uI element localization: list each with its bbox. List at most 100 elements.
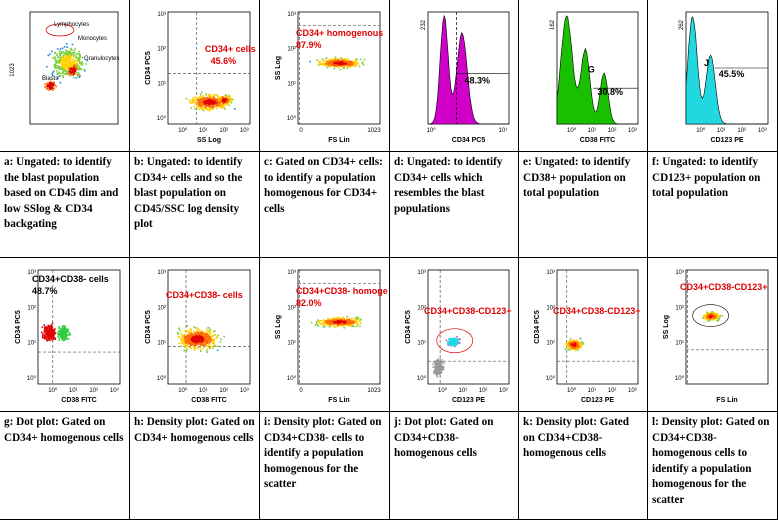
x-tick-label: 10³ (628, 388, 637, 394)
caption-i: i: Density plot: Gated on CD34+CD38- cel… (260, 412, 390, 520)
caption-text: Density plot: Gated on CD34+CD38- homoge… (652, 416, 770, 506)
panel-l: SS Log FS Lin 10³ 10² 10¹ 10⁰ CD34+CD38-CD123+ (648, 258, 778, 412)
y-tick-label: 10⁰ (157, 115, 167, 122)
caption-text: Ungated: to identify CD34+ cells which r… (394, 156, 503, 215)
y-axis-label: CD34 PC5 (534, 310, 541, 344)
panel-h-plot: CD34 PC5 CD38 FITC 10³ 10² 10¹ 10⁰ 10⁰ 10¹ 10² 10… (145, 269, 251, 404)
y-tick-label: 10¹ (287, 341, 296, 347)
caption-letter: i: (264, 416, 271, 428)
gate-label: CD34+CD38- homoge (296, 286, 388, 296)
caption-text: Density plot: Gated on CD34+CD38- cells … (264, 416, 382, 490)
x-tick-label: 10³ (628, 128, 637, 134)
panel-a: 1023 Lymphocytes Monocytes Granulocytes Blas… (0, 0, 130, 152)
y-tick-label: 10¹ (546, 341, 555, 347)
x-tick-label: 10³ (240, 128, 249, 134)
x-tick-label: 10² (89, 388, 98, 394)
histogram-area (685, 16, 768, 125)
cd38-positive-dots (56, 325, 72, 342)
caption-text: Ungated: to identify CD123+ population o… (652, 156, 761, 199)
x-tick-label: 10⁰ (696, 127, 706, 134)
gate-percent: 48.3% (464, 76, 490, 86)
quadrant-lines (686, 270, 768, 384)
x-axis-label: CD38 FITC (191, 397, 226, 404)
panel-k-plot: CD34 PC5 CD123 PE 10³ 10² 10¹ 10⁰ 10⁰ 10¹ 10² 10³… (534, 269, 641, 404)
panel-f: CD123 PE 10⁰ 10¹ 10² 10³ 262 J 45.5% (648, 0, 778, 152)
gate-label: CD34+ cells (205, 44, 256, 54)
panel-g-plot: CD34 PC5 CD38 FITC 10³ 10² 10¹ 10⁰ 10⁰ 10¹ 10² 10… (15, 269, 121, 404)
y-tick-label: 10¹ (417, 341, 426, 347)
density-population (217, 94, 233, 107)
y-tick-label: 10⁰ (675, 375, 685, 382)
density-population (702, 310, 723, 322)
caption-a: a: Ungated: to identify the blast popula… (0, 152, 130, 258)
x-tick-label: 10² (219, 388, 228, 394)
y-tick-label: 10² (675, 305, 684, 311)
x-tick-label: 10¹ (199, 128, 208, 134)
caption-text: Density plot: Gated on CD34+CD38- homoge… (523, 416, 629, 459)
blast-cluster (44, 80, 58, 92)
y-tick-label: 10³ (27, 270, 36, 276)
y-tick-label: 10² (546, 305, 555, 311)
panel-d: CD34 PC5 10⁰ 10¹ 232 48.3% (390, 0, 519, 152)
x-tick-label: 10¹ (587, 388, 596, 394)
panel-caption: l: Density plot: Gated on CD34+CD38- hom… (648, 412, 777, 511)
gate-letter: J (704, 58, 709, 68)
y-tick-label: 10³ (675, 270, 684, 276)
quadrant-lines (557, 270, 638, 384)
histogram-area (427, 15, 509, 125)
gate-label: CD34+CD38-CD123+ (680, 282, 768, 292)
caption-text: Ungated: to identify CD38+ population on… (523, 156, 631, 199)
caption-text: Gated on CD34+ cells: to identify a popu… (264, 156, 383, 215)
x-tick-label: 10¹ (717, 128, 726, 134)
x-axis-label: FS Lin (716, 397, 737, 404)
x-tick-label: 0 (299, 388, 303, 394)
x-tick-label: 10² (219, 128, 228, 134)
gate-ellipse (436, 328, 474, 354)
caption-c: c: Gated on CD34+ cells: to identify a p… (260, 152, 390, 258)
y-tick-label: 10² (27, 305, 36, 311)
panel-caption: i: Density plot: Gated on CD34+CD38- cel… (260, 412, 389, 496)
x-tick-label: 10³ (499, 388, 508, 394)
caption-letter: a: (4, 156, 14, 168)
y-tick-label: 10² (417, 305, 426, 311)
x-tick-label: 0 (299, 128, 303, 134)
plot-axes (297, 11, 381, 125)
x-axis-label: FS Lin (328, 137, 349, 144)
y-max-label: 262 (679, 19, 685, 30)
gate-percent: 87.9% (296, 40, 322, 50)
granulocyte-cluster (66, 64, 79, 76)
gate-percent: 48.7% (32, 286, 58, 296)
panel-caption: j: Dot plot: Gated on CD34+CD38- homogen… (390, 412, 518, 465)
caption-letter: l: (652, 416, 659, 428)
caption-d: d: Ungated: to identify CD34+ cells whic… (390, 152, 519, 258)
y-axis-label: SS Log (663, 315, 670, 339)
gate-ellipse (692, 304, 729, 327)
gate-label-blasts: Blasts (42, 76, 58, 82)
y-max-label: 232 (421, 19, 427, 30)
density-population (564, 337, 584, 352)
plot-axes (167, 269, 251, 385)
caption-letter: h: (134, 416, 144, 428)
panel-g: CD34 PC5 CD38 FITC 10³ 10² 10¹ 10⁰ 10⁰ 10¹ 10² 10… (0, 258, 130, 412)
panel-caption: c: Gated on CD34+ cells: to identify a p… (260, 152, 389, 220)
caption-letter: g: (4, 416, 14, 428)
y-tick-label: 10¹ (157, 341, 166, 347)
density-population (310, 315, 362, 329)
gate-label: CD34+CD38-CD123+ (553, 306, 641, 316)
gate-label: CD34+ homogenous (296, 28, 383, 38)
panel-k: CD34 PC5 CD123 PE 10³ 10² 10¹ 10⁰ 10⁰ 10¹ 10² 10³… (519, 258, 648, 412)
y-tick-label: 10³ (287, 12, 296, 18)
panel-f-plot: CD123 PE 10⁰ 10¹ 10² 10³ 262 J 45.5% (679, 11, 769, 144)
plot-axes (556, 269, 639, 385)
panel-h: CD34 PC5 CD38 FITC 10³ 10² 10¹ 10⁰ 10⁰ 10¹ 10² 10… (130, 258, 260, 412)
panel-e: CD38 FITC 10⁰ 10¹ 10² 10³ 162 G 30.8% (519, 0, 648, 152)
quadrant-lines (38, 270, 120, 384)
x-tick-label: 10⁰ (426, 127, 436, 134)
x-tick-label: 10² (479, 388, 488, 394)
caption-h: h: Density plot: Gated on CD34+ homogeno… (130, 412, 260, 520)
panel-caption: h: Density plot: Gated on CD34+ homogeno… (130, 412, 259, 449)
x-tick-label: 10⁰ (178, 387, 188, 394)
quadrant-lines (298, 12, 380, 124)
